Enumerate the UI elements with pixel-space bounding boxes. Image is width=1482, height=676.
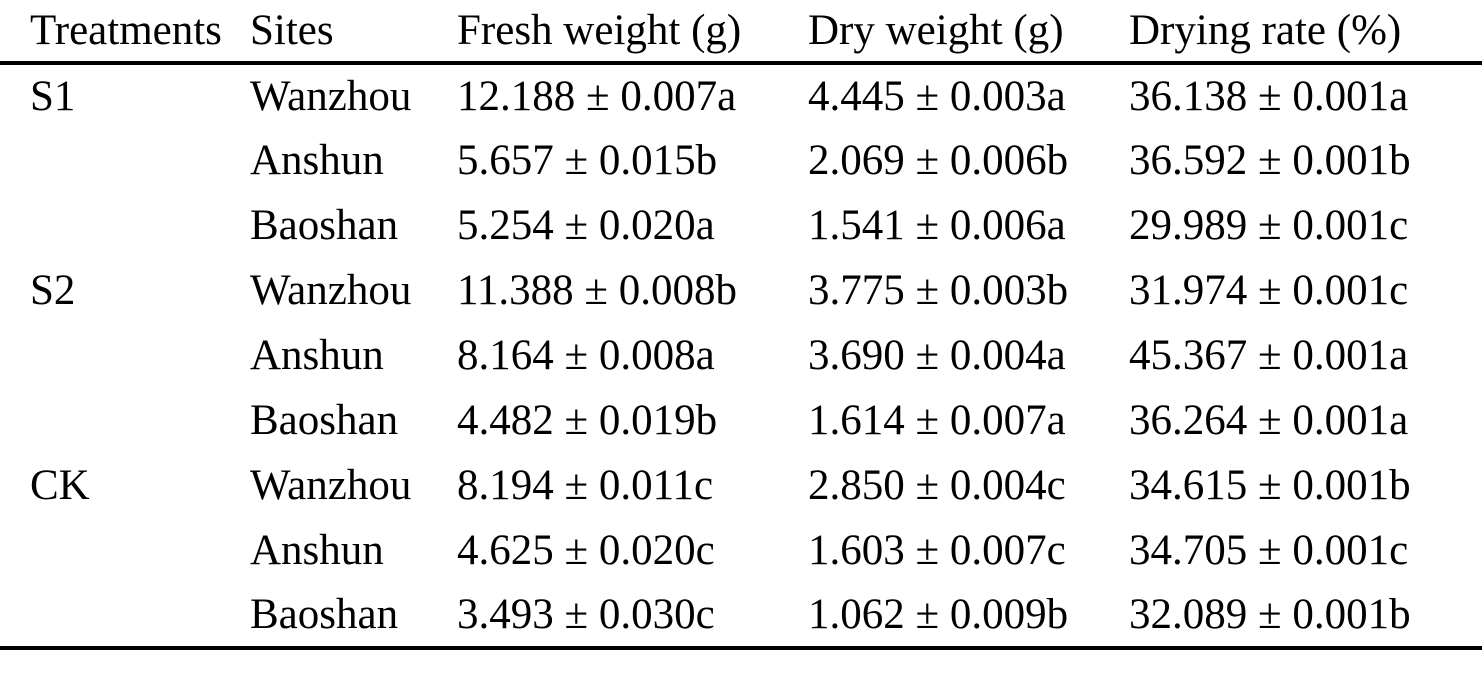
cell-rate: 36.264 ± 0.001a — [1129, 397, 1409, 444]
cell-treatment: CK — [30, 462, 90, 509]
cell-treatment — [0, 518, 250, 583]
table-row: Baoshan 4.482 ± 0.019b 1.614 ± 0.007a 36.26… — [0, 388, 1482, 453]
cell-rate: 36.592 ± 0.001b — [1129, 137, 1411, 184]
cell-dry: 4.445 ± 0.003a — [808, 73, 1066, 120]
header-row: Treatments Sites Fresh weight (g) Dry we… — [0, 0, 1482, 63]
cell-treatment — [0, 193, 250, 258]
table-row: Baoshan 3.493 ± 0.030c 1.062 ± 0.009b 32.08… — [0, 583, 1482, 648]
cell-rate: 34.705 ± 0.001c — [1129, 527, 1409, 574]
cell-treatment: S1 — [30, 73, 76, 120]
cell-fresh: 11.388 ± 0.008b — [457, 267, 738, 314]
col-header-sites: Sites — [250, 7, 334, 54]
cell-site: Baoshan — [250, 591, 399, 638]
cell-dry: 1.614 ± 0.007a — [808, 397, 1066, 444]
table-row: Anshun 5.657 ± 0.015b 2.069 ± 0.006b 36.592… — [0, 128, 1482, 193]
cell-site: Wanzhou — [250, 267, 412, 314]
cell-rate: 45.367 ± 0.001a — [1129, 332, 1409, 379]
cell-fresh: 8.164 ± 0.008a — [457, 332, 715, 379]
table-row: Anshun 8.164 ± 0.008a 3.690 ± 0.004a 45.367… — [0, 323, 1482, 388]
cell-treatment — [0, 128, 250, 193]
cell-treatment — [0, 388, 250, 453]
cell-site: Baoshan — [250, 397, 399, 444]
cell-rate: 34.615 ± 0.001b — [1129, 462, 1411, 509]
cell-treatment — [0, 323, 250, 388]
col-header-treatments: Treatments — [30, 7, 222, 54]
cell-fresh: 5.657 ± 0.015b — [457, 137, 718, 184]
table-row: Baoshan 5.254 ± 0.020a 1.541 ± 0.006a 29.98… — [0, 193, 1482, 258]
cell-fresh: 5.254 ± 0.020a — [457, 202, 715, 249]
col-header-drying-rate: Drying rate (%) — [1129, 7, 1402, 54]
col-header-fresh-weight: Fresh weight (g) — [457, 7, 742, 54]
cell-fresh: 4.482 ± 0.019b — [457, 397, 718, 444]
cell-site: Anshun — [250, 527, 384, 574]
cell-dry: 1.603 ± 0.007c — [808, 527, 1066, 574]
table-header: Treatments Sites Fresh weight (g) Dry we… — [0, 0, 1482, 63]
cell-fresh: 3.493 ± 0.030c — [457, 591, 715, 638]
cell-fresh: 12.188 ± 0.007a — [457, 73, 737, 120]
table-row: CK Wanzhou 8.194 ± 0.011c 2.850 ± 0.004c 34.… — [0, 453, 1482, 518]
cell-dry: 2.069 ± 0.006b — [808, 137, 1069, 184]
cell-rate: 31.974 ± 0.001c — [1129, 267, 1409, 314]
cell-treatment — [0, 583, 250, 648]
table-row: S1 Wanzhou 12.188 ± 0.007a 4.445 ± 0.003a 36… — [0, 63, 1482, 128]
cell-site: Anshun — [250, 332, 384, 379]
cell-treatment: S2 — [30, 267, 76, 314]
cell-dry: 3.775 ± 0.003b — [808, 267, 1069, 314]
cell-rate: 36.138 ± 0.001a — [1129, 73, 1409, 120]
cell-site: Anshun — [250, 137, 384, 184]
treatments-sites-weights-table: Treatments Sites Fresh weight (g) Dry we… — [0, 0, 1482, 650]
cell-fresh: 4.625 ± 0.020c — [457, 527, 715, 574]
cell-dry: 3.690 ± 0.004a — [808, 332, 1066, 379]
cell-dry: 2.850 ± 0.004c — [808, 462, 1066, 509]
col-header-dry-weight: Dry weight (g) — [808, 7, 1064, 54]
cell-fresh: 8.194 ± 0.011c — [457, 462, 714, 509]
cell-site: Wanzhou — [250, 462, 412, 509]
cell-rate: 29.989 ± 0.001c — [1129, 202, 1409, 249]
cell-rate: 32.089 ± 0.001b — [1129, 591, 1411, 638]
cell-dry: 1.541 ± 0.006a — [808, 202, 1066, 249]
cell-site: Baoshan — [250, 202, 399, 249]
table-body: S1 Wanzhou 12.188 ± 0.007a 4.445 ± 0.003a 36… — [0, 63, 1482, 648]
table-row: S2 Wanzhou 11.388 ± 0.008b 3.775 ± 0.003b 31… — [0, 258, 1482, 323]
cell-dry: 1.062 ± 0.009b — [808, 591, 1069, 638]
table-row: Anshun 4.625 ± 0.020c 1.603 ± 0.007c 34.705… — [0, 518, 1482, 583]
cell-site: Wanzhou — [250, 73, 412, 120]
